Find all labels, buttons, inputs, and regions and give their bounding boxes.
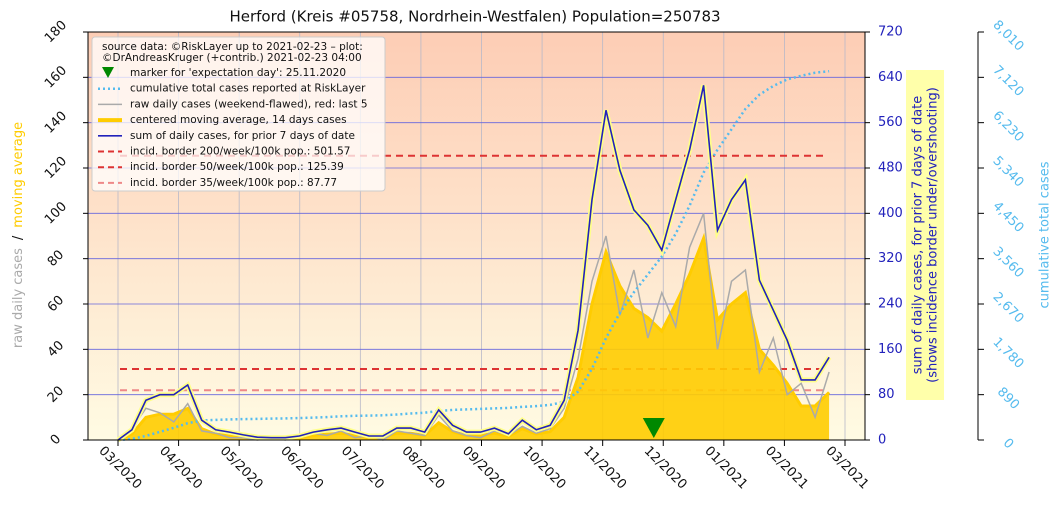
y-tick-label: 40 — [45, 338, 67, 360]
y3-tick-label: 0 — [1000, 436, 1016, 452]
y2-tick-label: 720 — [878, 25, 903, 40]
legend-marker — [102, 67, 114, 78]
y-label-sep: / — [11, 235, 26, 240]
y-tick-label: 100 — [42, 199, 70, 227]
x-tick-label: 08/2020 — [399, 444, 448, 493]
legend-label: cumulative total cases reported at RiskL… — [130, 83, 366, 95]
x-tick-label: 02/2021 — [762, 444, 811, 493]
y3-tick-label: 6,230 — [990, 108, 1027, 145]
legend-note: ©DrAndreasKruger (+contrib.) 2021-02-23 … — [102, 52, 362, 64]
y-tick-label: 120 — [42, 154, 70, 182]
x-tick-label: 05/2020 — [217, 444, 266, 493]
y3-tick-label: 1,780 — [990, 335, 1027, 372]
legend-label: incid. border 50/week/100k pop.: 125.39 — [130, 161, 344, 173]
y2-tick-label: 320 — [878, 251, 903, 266]
x-tick-label: 03/2020 — [96, 444, 145, 493]
x-tick-label: 12/2020 — [641, 444, 690, 493]
y-tick-label: 20 — [45, 384, 67, 406]
y2-label-box — [906, 70, 944, 400]
y3-tick-label: 3,560 — [990, 244, 1027, 281]
y2-tick-label: 80 — [878, 387, 895, 402]
y3-tick-label: 890 — [994, 385, 1022, 413]
y3-tick-label: 2,670 — [990, 290, 1027, 327]
y2-tick-label: 640 — [878, 70, 903, 85]
expectation-day-marker — [642, 418, 665, 438]
raw-daily-line — [117, 213, 830, 441]
y3-tick-label: 7,120 — [990, 63, 1027, 100]
y-tick-label: 160 — [42, 63, 70, 91]
sum-line — [117, 85, 830, 441]
legend-label: centered moving average, 14 days cases — [130, 114, 347, 126]
legend-label: incid. border 200/week/100k pop.: 501.57 — [130, 146, 350, 158]
y-label-raw: raw daily cases — [11, 248, 26, 348]
chart-title: Herford (Kreis #05758, Nordrhein-Westfal… — [229, 8, 720, 26]
y2-axis-label: sum of daily cases, for prior 7 days of … — [911, 96, 926, 375]
y-tick-label: 60 — [45, 293, 67, 315]
legend-label: marker for 'expectation day': 25.11.2020 — [130, 67, 346, 79]
x-tick-label: 06/2020 — [277, 444, 326, 493]
y-label-avg: moving average — [11, 122, 26, 228]
y3-tick-label: 8,010 — [990, 18, 1027, 55]
y-tick-label: 0 — [48, 432, 64, 448]
y2-tick-label: 0 — [878, 433, 886, 448]
y3-tick-label: 4,450 — [990, 199, 1027, 236]
x-tick-label: 04/2020 — [156, 444, 205, 493]
y3-tick-label: 5,340 — [990, 154, 1027, 191]
x-tick-label: 09/2020 — [459, 444, 508, 493]
y2-tick-label: 160 — [878, 342, 903, 357]
y2-tick-label: 240 — [878, 297, 903, 312]
y2-tick-label: 480 — [878, 161, 903, 176]
x-tick-label: 10/2020 — [520, 444, 569, 493]
y-tick-label: 180 — [42, 18, 70, 46]
moving-average-area — [118, 238, 830, 440]
x-tick-label: 07/2020 — [338, 444, 387, 493]
y-tick-label: 140 — [42, 109, 70, 137]
x-tick-label: 03/2021 — [823, 444, 872, 493]
y2-axis-label: (shows incidence border under/overshooti… — [926, 87, 941, 383]
x-tick-label: 01/2021 — [701, 444, 750, 493]
legend-note: source data: ©RiskLayer up to 2021-02-23… — [102, 41, 363, 53]
legend-label: raw daily cases (weekend-flawed), red: l… — [130, 98, 368, 110]
x-tick-label: 11/2020 — [580, 444, 629, 493]
legend-label: sum of daily cases, for prior 7 days of … — [130, 130, 355, 142]
y-tick-label: 80 — [45, 248, 67, 270]
y3-axis-label: cumulative total cases — [1038, 161, 1053, 308]
cumulative-line — [117, 69, 830, 442]
legend-box — [91, 36, 386, 192]
y2-tick-label: 400 — [878, 206, 903, 221]
y-axis-label: raw daily cases / moving average — [11, 122, 26, 348]
y2-tick-label: 560 — [878, 115, 903, 130]
legend-label: incid. border 35/week/100k pop.: 87.77 — [130, 177, 337, 189]
plot-frame — [87, 31, 866, 441]
